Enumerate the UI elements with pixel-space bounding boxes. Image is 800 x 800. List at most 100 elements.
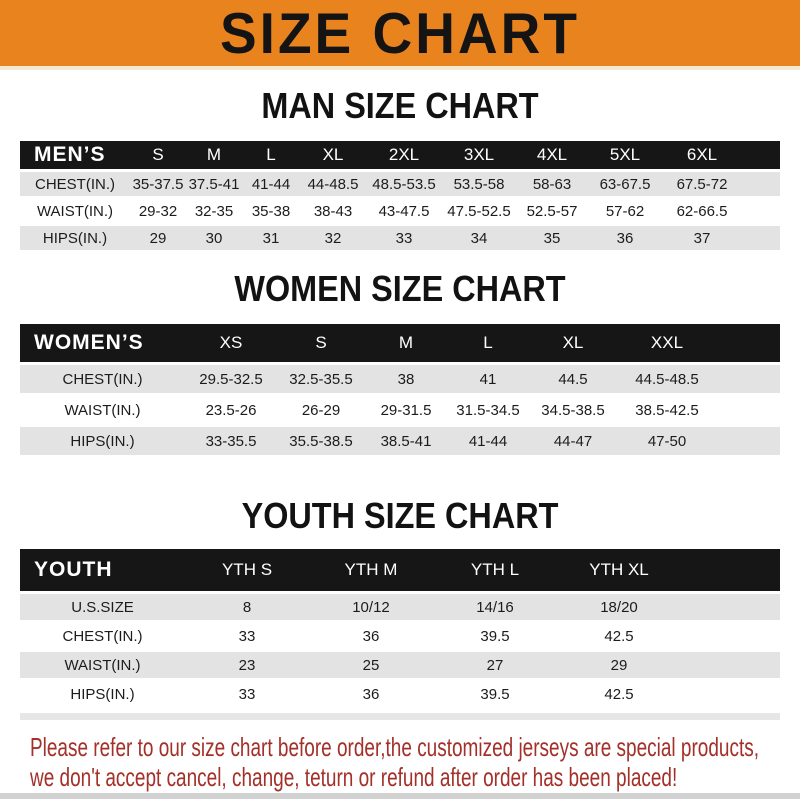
mens-waist-row: WAIST(IN.) 29-32 32-35 35-38 38-43 43-47… [20,199,780,223]
youth-table-bottom-strip [20,713,780,720]
size-column-header: L [242,141,300,169]
size-value: 33 [238,685,256,703]
spacer-cell [742,141,780,169]
size-value: 34 [442,226,516,250]
size-column-header: 2XL [366,141,442,169]
size-value: 29 [557,652,681,678]
size-value: 18/20 [557,594,681,620]
size-value: 44.5-48.5 [617,365,717,393]
size-value: 62-66.5 [676,202,728,220]
size-value: 30 [186,226,242,250]
size-column-header: YTH L [433,549,557,591]
size-column-header: M [186,141,242,169]
size-value: 41-44 [242,172,300,196]
size-value: 38.5-41 [365,427,447,455]
size-value: 37 [662,226,742,250]
size-value: 27 [433,652,557,678]
spacer-cell [717,396,780,424]
size-value: 44.5 [529,365,617,393]
disclaimer-line-1: Please refer to our size chart before or… [30,732,759,762]
size-column-header: XXL [617,324,717,362]
row-label: HIPS(IN.) [70,685,135,703]
size-value: 36 [362,627,380,645]
size-value: 23 [185,652,309,678]
size-value: 34.5-38.5 [541,401,605,419]
size-value: 23.5-26 [205,401,257,419]
size-column-header: 3XL [442,141,516,169]
youth-chest-row: CHEST(IN.) 33 36 39.5 42.5 [20,623,780,649]
size-value: 31.5-34.5 [456,401,520,419]
mens-size-table: MEN’S S M L XL 2XL 3XL 4XL 5XL 6XL CHEST… [20,138,780,253]
row-label: CHEST(IN.) [62,627,143,645]
mens-table-title: MEN’S [20,141,130,169]
size-column-header: 6XL [662,141,742,169]
size-value: 32 [300,226,366,250]
size-column-header: YTH S [185,549,309,591]
size-value: 8 [185,594,309,620]
youth-size-table: YOUTH YTH S YTH M YTH L YTH XL U.S.SIZE … [20,546,780,710]
womens-waist-row: WAIST(IN.) 23.5-26 26-29 29-31.5 31.5-34… [20,396,780,424]
size-value: 35-37.5 [130,172,186,196]
size-value: 33 [238,627,256,645]
size-column-header: XS [185,324,277,362]
spacer-cell [681,652,780,678]
women-section-heading: WOMEN SIZE CHART [0,269,800,309]
size-value: 35-38 [251,202,291,220]
size-value: 39.5 [480,685,510,703]
size-value: 36 [362,685,380,703]
man-section-heading: MAN SIZE CHART [0,86,800,126]
disclaimer: Please refer to our size chart before or… [30,732,800,792]
row-label: WAIST(IN.) [36,202,114,220]
womens-hips-row: HIPS(IN.) 33-35.5 35.5-38.5 38.5-41 41-4… [20,427,780,455]
row-label: HIPS(IN.) [20,226,130,250]
row-label: CHEST(IN.) [20,365,185,393]
size-value: 32.5-35.5 [277,365,365,393]
size-column-header: S [277,324,365,362]
size-value: 26-29 [301,401,341,419]
man-section-heading-text: MAN SIZE CHART [261,85,539,126]
size-value: 57-62 [605,202,645,220]
spacer-cell [742,172,780,196]
size-column-header: 5XL [588,141,662,169]
size-column-header: M [365,324,447,362]
size-value: 25 [309,652,433,678]
size-value: 39.5 [480,627,510,645]
size-value: 33-35.5 [185,427,277,455]
size-value: 41-44 [447,427,529,455]
size-value: 38.5-42.5 [635,401,699,419]
size-value: 47-50 [617,427,717,455]
spacer-cell [742,226,780,250]
mens-hips-row: HIPS(IN.) 29 30 31 32 33 34 35 36 37 [20,226,780,250]
row-label: HIPS(IN.) [20,427,185,455]
spacer-cell [717,324,780,362]
size-value: 29-32 [138,202,178,220]
size-value: 38 [365,365,447,393]
size-column-header: YTH M [309,549,433,591]
spacer-cell [717,427,780,455]
size-value: 10/12 [309,594,433,620]
size-column-header: S [130,141,186,169]
disclaimer-line-2: we don't accept cancel, change, teturn o… [30,762,678,792]
size-value: 44-48.5 [300,172,366,196]
size-value: 47.5-52.5 [447,202,511,220]
size-value: 33 [366,226,442,250]
spacer-cell [681,549,780,591]
size-chart-banner: SIZE CHART [0,0,800,70]
spacer-cell [742,199,780,223]
row-label: WAIST(IN.) [20,652,185,678]
spacer-cell [681,681,780,707]
size-value: 58-63 [516,172,588,196]
size-value: 37.5-41 [186,172,242,196]
youth-table-title: YOUTH [20,549,185,591]
size-value: 42.5 [604,685,634,703]
size-value: 29-31.5 [380,401,432,419]
youth-section-heading-text: YOUTH SIZE CHART [241,495,559,536]
womens-chest-row: CHEST(IN.) 29.5-32.5 32.5-35.5 38 41 44.… [20,365,780,393]
women-section-heading-text: WOMEN SIZE CHART [234,268,566,309]
size-value: 35.5-38.5 [277,427,365,455]
mens-table-header-row: MEN’S S M L XL 2XL 3XL 4XL 5XL 6XL [20,141,780,169]
size-value: 44-47 [529,427,617,455]
youth-waist-row: WAIST(IN.) 23 25 27 29 [20,652,780,678]
size-value: 53.5-58 [442,172,516,196]
size-value: 63-67.5 [588,172,662,196]
